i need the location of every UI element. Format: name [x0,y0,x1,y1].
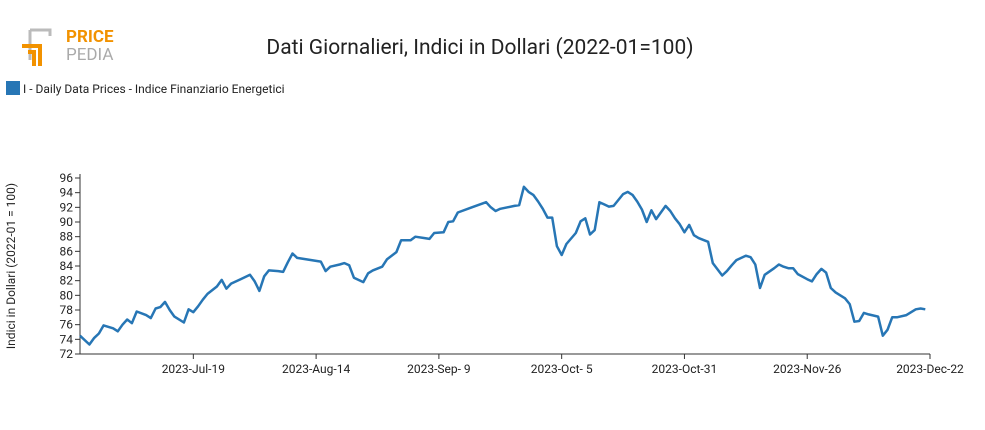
y-tick-label: 74 [60,332,74,346]
y-tick-label: 80 [60,288,74,302]
logo-text: PRICE [66,27,114,47]
x-tick-label: 2023-Nov-26 [773,362,841,376]
legend-swatch [6,81,20,95]
y-tick-label: 78 [60,303,74,317]
x-tick-label: 2023-Oct-31 [652,362,718,376]
legend-label: I - Daily Data Prices - Indice Finanziar… [23,82,285,96]
line [79,185,926,346]
x-tick-label: 2023-Oct- 5 [531,362,593,376]
logo-mark-orange [22,44,42,66]
y-tick-label: 72 [60,347,74,361]
x-tick-label: 2023-Jul-19 [162,362,225,376]
y-tick-label: 92 [60,200,74,214]
y-tick-label: 84 [60,259,74,273]
y-tick-label: 94 [60,186,74,200]
logo-text: PEDIA [66,45,113,65]
x-tick-label: 2023-Aug-14 [282,362,350,376]
y-tick-label: 86 [60,244,74,258]
x-tick-label: 2023-Sep- 9 [407,362,471,376]
y-tick-label: 88 [60,230,74,244]
logo: PRICE PEDIA [22,27,114,66]
y-tick-label: 82 [60,274,74,288]
y-tick-label: 90 [60,215,74,229]
y-tick-label: 96 [60,171,74,185]
chart-title: Dati Giornalieri, Indici in Dollari (202… [266,36,693,60]
y-tick-label: 76 [60,318,74,332]
y-axis-label: Indici in Dollari (2022-01 = 100) [4,183,18,349]
x-tick-label: 2023-Dec-22 [896,362,964,376]
